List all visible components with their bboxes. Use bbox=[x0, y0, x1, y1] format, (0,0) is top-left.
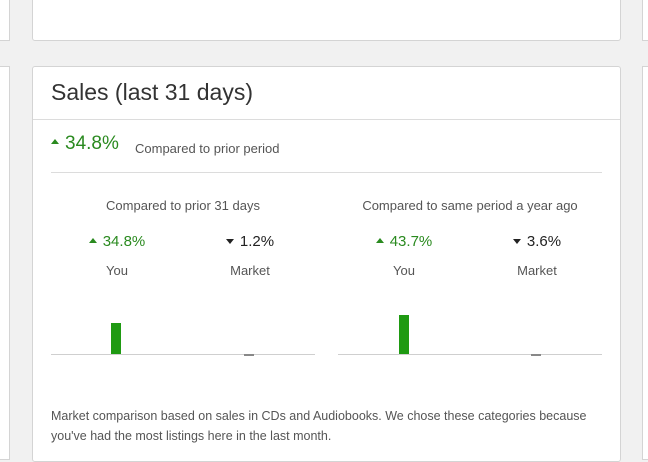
bar-market-year bbox=[531, 354, 541, 356]
footnote: Market comparison based on sales in CDs … bbox=[51, 409, 587, 443]
market-change-year: 3.6% bbox=[477, 233, 597, 250]
bar-you-prior bbox=[111, 323, 121, 354]
bar-you-year bbox=[399, 315, 409, 354]
right-edge-card bbox=[642, 66, 648, 460]
column-heading-year: Compared to same period a year ago bbox=[362, 198, 578, 213]
market-change-prior: 1.2% bbox=[190, 233, 310, 250]
market-label-year: Market bbox=[517, 263, 557, 278]
you-label-year: You bbox=[393, 263, 415, 278]
market-label-prior: Market bbox=[230, 263, 270, 278]
summary-divider bbox=[51, 172, 602, 173]
you-change-prior: 34.8% bbox=[57, 233, 177, 250]
market-value-year: 3.6% bbox=[526, 233, 562, 250]
market-value-prior: 1.2% bbox=[239, 233, 275, 250]
column-heading-prior: Compared to prior 31 days bbox=[106, 198, 260, 213]
summary-note: Compared to prior period bbox=[135, 141, 280, 156]
down-arrow-icon bbox=[512, 238, 521, 244]
you-value-prior: 34.8% bbox=[102, 233, 146, 250]
top-card bbox=[32, 0, 621, 41]
left-edge-card bbox=[0, 66, 10, 460]
summary-change: 34.8% bbox=[51, 133, 119, 155]
up-arrow-icon bbox=[51, 139, 59, 145]
right-edge-top-card bbox=[642, 0, 648, 41]
summary-value: 34.8% bbox=[65, 133, 119, 154]
up-arrow-icon bbox=[88, 237, 97, 243]
chart-baseline-prior bbox=[51, 354, 315, 355]
bar-market-prior bbox=[244, 354, 254, 356]
you-value-year: 43.7% bbox=[389, 233, 433, 250]
up-arrow-icon bbox=[375, 237, 384, 243]
left-edge-top-card bbox=[0, 0, 10, 41]
chart-baseline-year bbox=[338, 354, 602, 355]
sales-card: Sales (last 31 days) 34.8% Compared to p… bbox=[32, 66, 621, 462]
you-change-year: 43.7% bbox=[344, 233, 464, 250]
you-label-prior: You bbox=[106, 263, 128, 278]
title-divider bbox=[33, 119, 620, 120]
down-arrow-icon bbox=[225, 238, 234, 244]
card-title: Sales (last 31 days) bbox=[51, 79, 253, 105]
